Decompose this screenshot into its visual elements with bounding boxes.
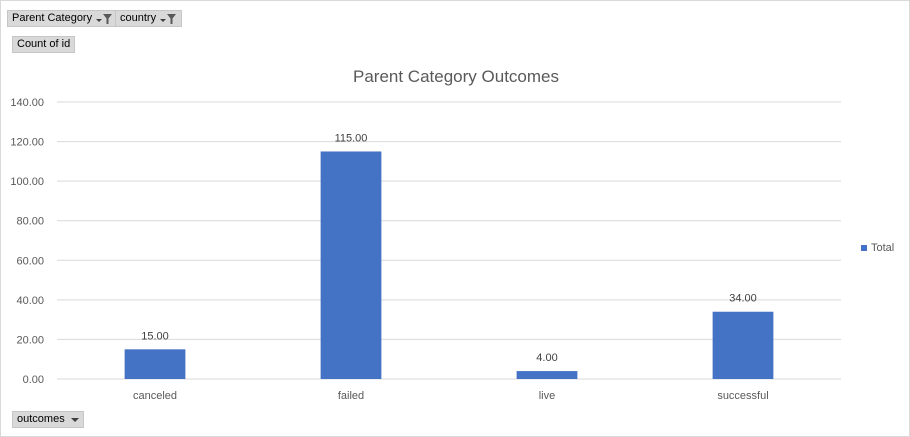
legend-swatch <box>861 245 867 251</box>
x-tick-label: failed <box>338 390 364 402</box>
axis-field-button-outcomes[interactable]: outcomes <box>12 411 84 428</box>
y-axis-ticks: 0.00 20.00 40.00 60.00 80.00 100.00 120.00 140.… <box>10 97 44 386</box>
filter-button-parent-category[interactable]: Parent Category <box>7 10 119 27</box>
data-label: 34.00 <box>729 293 757 305</box>
filter-dropdown-icon[interactable] <box>95 13 113 25</box>
x-tick-label: successful <box>717 390 768 402</box>
chevron-down-icon[interactable] <box>70 417 79 423</box>
filter-dropdown-icon[interactable] <box>159 13 177 25</box>
y-tick-label: 100.00 <box>10 176 44 188</box>
filter-label: Parent Category <box>12 12 93 24</box>
legend-label: Total <box>871 242 895 254</box>
bar-failed <box>320 151 382 379</box>
y-tick-label: 0.00 <box>23 374 44 386</box>
y-tick-label: 140.00 <box>10 97 44 109</box>
values-field-button[interactable]: Count of id <box>12 36 76 53</box>
axis-field-label: outcomes <box>17 413 65 425</box>
data-label: 115.00 <box>335 132 368 144</box>
legend: Total <box>861 242 894 254</box>
data-label: 4.00 <box>536 352 557 364</box>
x-axis-ticks: canceled failed live successful <box>133 390 769 402</box>
filter-label: country <box>120 12 157 24</box>
bar-successful <box>712 311 774 379</box>
x-tick-label: canceled <box>133 390 177 402</box>
bar-canceled <box>124 349 186 379</box>
filter-button-country[interactable]: country <box>115 10 183 27</box>
chart-title: Parent Category Outcomes <box>353 67 559 86</box>
gridlines <box>57 101 841 380</box>
bar-live <box>516 371 578 379</box>
data-labels: 15.00 115.00 4.00 34.00 <box>141 132 757 364</box>
y-tick-label: 80.00 <box>16 216 44 228</box>
data-label: 15.00 <box>141 330 169 342</box>
y-tick-label: 20.00 <box>16 334 44 346</box>
x-tick-label: live <box>539 390 556 402</box>
bars <box>124 151 774 379</box>
y-tick-label: 60.00 <box>16 255 44 267</box>
y-tick-label: 40.00 <box>16 295 44 307</box>
y-tick-label: 120.00 <box>10 137 44 149</box>
values-field-label: Count of id <box>17 38 71 50</box>
